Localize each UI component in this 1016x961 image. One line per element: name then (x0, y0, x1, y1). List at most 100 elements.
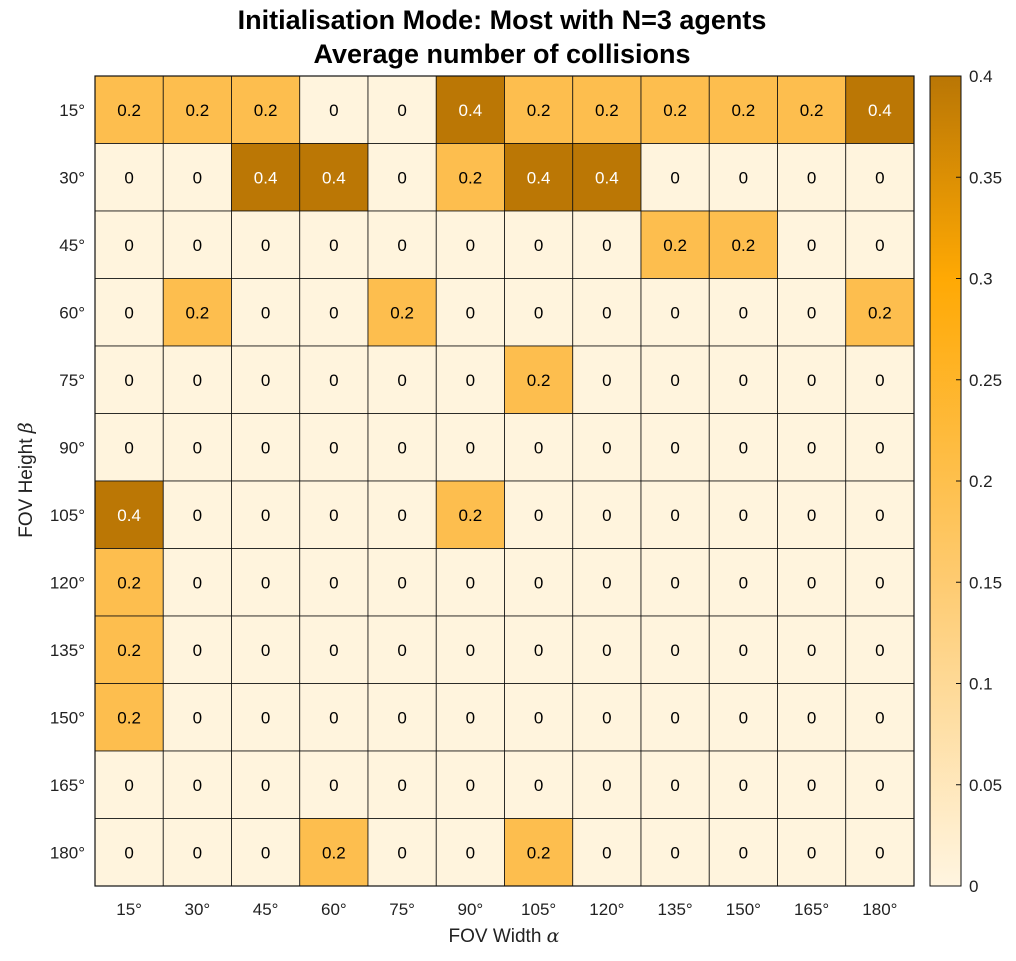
cell-value-label: 0 (807, 506, 816, 525)
heatmap-cell (777, 683, 847, 752)
heatmap-cell (162, 143, 232, 212)
cell-value-label: 0.4 (459, 101, 483, 120)
cell-value-label: 0 (670, 168, 679, 187)
heatmap-cell (162, 75, 232, 144)
cell-value-label: 0 (534, 776, 543, 795)
cell-value-label: 0 (807, 573, 816, 592)
cell-value-label: 0 (739, 438, 748, 457)
cell-value-label: 0 (466, 708, 475, 727)
cell-value-label: 0.4 (254, 168, 278, 187)
heatmap-cell (231, 548, 301, 617)
cell-value-label: 0 (602, 236, 611, 255)
cell-value-label: 0 (193, 843, 202, 862)
cell-value-label: 0 (670, 506, 679, 525)
cell-value-label: 0 (739, 776, 748, 795)
heatmap-cell (435, 75, 505, 144)
heatmap-cell (640, 345, 710, 414)
cell-value-label: 0 (602, 641, 611, 660)
cell-value-label: 0 (261, 438, 270, 457)
x-tick-label: 180° (862, 900, 897, 919)
cell-value-label: 0 (466, 371, 475, 390)
colorbar-tick-label: 0.3 (969, 270, 993, 289)
cell-value-label: 0 (670, 776, 679, 795)
cell-value-label: 0 (807, 303, 816, 322)
cell-value-label: 0 (124, 303, 133, 322)
cell-value-label: 0 (261, 708, 270, 727)
cell-value-label: 0 (602, 506, 611, 525)
cell-value-label: 0.2 (459, 506, 483, 525)
cell-value-label: 0 (193, 573, 202, 592)
cell-value-label: 0 (193, 708, 202, 727)
cell-value-label: 0 (534, 303, 543, 322)
x-tick-label: 45° (253, 900, 279, 919)
cell-value-label: 0 (670, 438, 679, 457)
heatmap-cell (435, 413, 505, 482)
y-tick-label: 60° (59, 303, 85, 322)
cell-value-label: 0 (329, 303, 338, 322)
x-tick-label: 75° (389, 900, 415, 919)
cell-value-label: 0.2 (117, 641, 141, 660)
heatmap-cell (640, 818, 710, 887)
cell-value-label: 0 (807, 708, 816, 727)
heatmap-cell (94, 548, 164, 617)
heatmap-cell (299, 75, 369, 144)
heatmap-cell (708, 480, 778, 549)
heatmap-cell (231, 345, 301, 414)
heatmap-cell (94, 143, 164, 212)
heatmap-cell (504, 615, 574, 684)
cell-value-label: 0 (534, 236, 543, 255)
heatmap-cell (572, 413, 642, 482)
heatmap-cell (708, 143, 778, 212)
heatmap-cell (845, 480, 915, 549)
cell-value-label: 0 (466, 438, 475, 457)
heatmap-cell (845, 683, 915, 752)
heatmap-cell (845, 413, 915, 482)
colorbar: 0 0.05 0.1 0.15 0.2 0.25 0.3 0.35 0.4 (929, 67, 1002, 896)
cell-value-label: 0 (397, 438, 406, 457)
heatmap-cell (94, 413, 164, 482)
cell-value-label: 0.2 (663, 101, 687, 120)
cell-value-label: 0 (329, 438, 338, 457)
heatmap-cell (231, 683, 301, 752)
cell-value-label: 0 (602, 371, 611, 390)
heatmap-cell (435, 480, 505, 549)
cell-value-label: 0.2 (732, 236, 756, 255)
cell-value-label: 0 (602, 303, 611, 322)
heatmap-cell (845, 615, 915, 684)
x-tick-label: 165° (794, 900, 829, 919)
colorbar-tick-label: 0.2 (969, 472, 993, 491)
cell-value-label: 0 (602, 438, 611, 457)
heatmap-cell (708, 818, 778, 887)
y-axis-label: FOV Height β (15, 422, 37, 538)
cell-value-label: 0 (466, 303, 475, 322)
heatmap-cell (777, 615, 847, 684)
cell-value-label: 0 (261, 303, 270, 322)
cell-value-label: 0 (329, 573, 338, 592)
y-tick-label: 30° (59, 168, 85, 187)
x-tick-label: 60° (321, 900, 347, 919)
x-tick-label: 105° (521, 900, 556, 919)
y-axis-ticks: 15° 30° 45° 60° 75° 90° 105° 120° 135° 150° 165° 18… (50, 101, 85, 863)
cell-value-label: 0 (193, 438, 202, 457)
heatmap-cell (162, 750, 232, 819)
heatmap-cell (845, 278, 915, 347)
cell-value-label: 0 (670, 573, 679, 592)
cell-value-label: 0.4 (595, 168, 619, 187)
cell-value-label: 0 (875, 843, 884, 862)
cell-value-label: 0 (193, 168, 202, 187)
cell-value-label: 0 (261, 843, 270, 862)
cell-value-label: 0 (670, 641, 679, 660)
cell-value-label: 0.2 (117, 708, 141, 727)
heatmap-cell (94, 75, 164, 144)
heatmap-cell (572, 750, 642, 819)
cell-value-label: 0 (261, 776, 270, 795)
heatmap-cell (777, 210, 847, 279)
cell-value-label: 0 (739, 168, 748, 187)
heatmap-cell (162, 278, 232, 347)
heatmap-cell (572, 548, 642, 617)
colorbar-tick-label: 0.35 (969, 168, 1002, 187)
heatmap-cell (435, 143, 505, 212)
cell-value-label: 0 (397, 641, 406, 660)
heatmap-cell (640, 750, 710, 819)
